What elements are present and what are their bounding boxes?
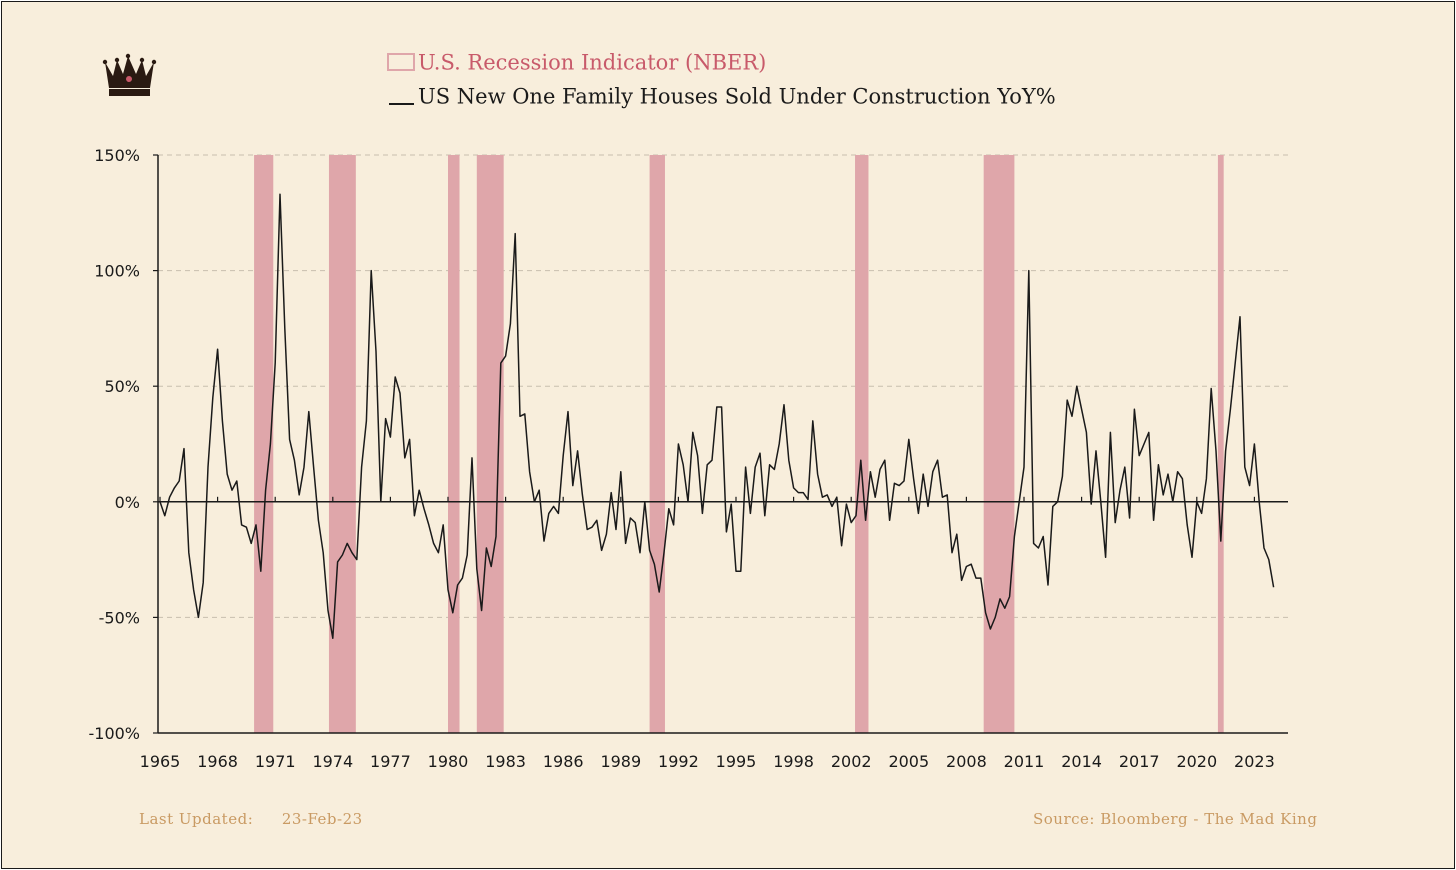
x-tick-label: 1968 [197, 752, 238, 771]
y-tick-labels: 150% 100% 50% 0% -50% -100% [88, 146, 140, 743]
legend-swatch-recession [387, 53, 415, 71]
x-tick-label: 2002 [831, 752, 872, 771]
last-updated: Last Updated: 23-Feb-23 [139, 810, 363, 828]
axes [153, 154, 1288, 734]
x-tick-label: 2011 [1004, 752, 1045, 771]
chart-legend: U.S. Recession Indicator (NBER) US New O… [387, 51, 1056, 109]
legend-label-series: US New One Family Houses Sold Under Cons… [418, 85, 1056, 109]
recession-band [476, 155, 504, 733]
y-tick-label: -100% [88, 724, 140, 743]
x-tick-label: 1980 [428, 752, 469, 771]
x-tick-label: 1986 [543, 752, 584, 771]
recession-band [649, 155, 665, 733]
x-tick-label: 1992 [658, 752, 699, 771]
x-tick-label: 2014 [1061, 752, 1102, 771]
recession-band [254, 155, 274, 733]
crown-icon [102, 53, 157, 96]
recession-band [328, 155, 356, 733]
x-tick-label: 1974 [312, 752, 353, 771]
recession-band [855, 155, 869, 733]
series-lines [159, 193, 1275, 639]
recession-band [448, 155, 460, 733]
recession-bands [254, 155, 1224, 733]
x-tick-label: 2005 [888, 752, 929, 771]
y-tick-label: 100% [94, 262, 140, 281]
x-tick-label: 1995 [716, 752, 757, 771]
grid-lines [158, 154, 1288, 618]
y-tick-label: 150% [94, 146, 140, 165]
x-tick-label: 2020 [1176, 752, 1217, 771]
last-updated-label: Last Updated: [139, 810, 254, 828]
y-tick-label: -50% [99, 608, 140, 627]
x-tick-label: 1965 [140, 752, 181, 771]
y-tick-label: 0% [115, 493, 140, 512]
x-tick-label: 2017 [1119, 752, 1160, 771]
x-tick-label: 2023 [1234, 752, 1275, 771]
y-tick-label: 50% [104, 377, 140, 396]
x-tick-label: 2008 [946, 752, 987, 771]
x-tick-labels: 1965 1968 1971 1974 1977 1980 1983 1986 1989 1992… [140, 752, 1275, 771]
last-updated-value: 23-Feb-23 [281, 810, 363, 828]
legend-label-recession: U.S. Recession Indicator (NBER) [418, 51, 766, 75]
series-line [159, 193, 1275, 639]
recession-band [1217, 155, 1224, 733]
recession-band [983, 155, 1015, 733]
source-credit: Source: Bloomberg - The Mad King [1033, 810, 1318, 828]
x-tick-label: 1998 [773, 752, 814, 771]
x-tick-label: 1971 [255, 752, 296, 771]
x-tick-label: 1983 [485, 752, 526, 771]
x-tick-label: 1977 [370, 752, 411, 771]
x-tick-label: 1989 [600, 752, 641, 771]
